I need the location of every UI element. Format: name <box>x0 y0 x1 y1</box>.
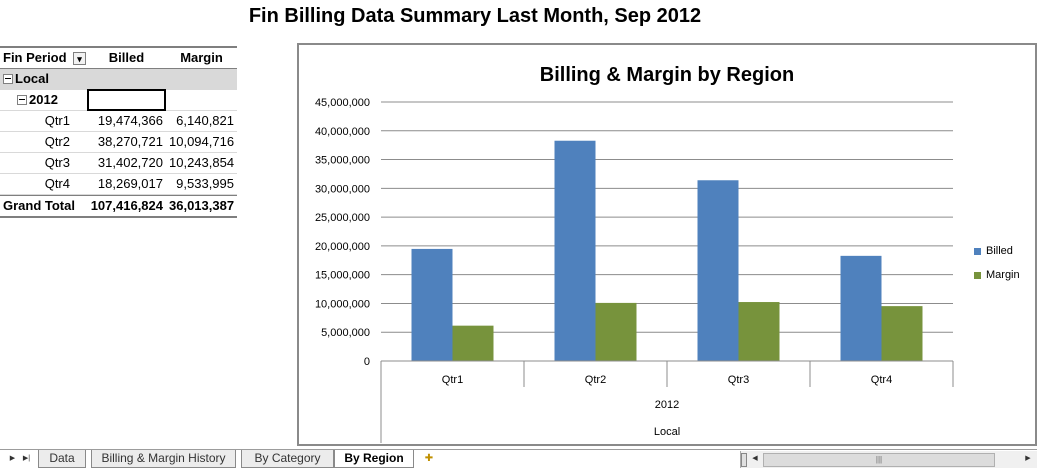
next-sheet-icon[interactable]: ▶ <box>9 455 16 462</box>
bar-margin-qtr3[interactable] <box>738 302 780 361</box>
x-tick-label: Qtr3 <box>728 374 749 386</box>
collapse-icon[interactable] <box>3 73 13 84</box>
y-tick-label: 35,000,000 <box>315 155 370 167</box>
sort-filter-icon[interactable]: ▾ <box>73 51 86 65</box>
tab-by-category[interactable]: By Category <box>241 450 334 468</box>
pivot-header-row: Fin Period ▾ Billed Margin <box>0 46 237 69</box>
billed-value[interactable]: 19,474,366 <box>97 113 163 128</box>
margin-header: Margin <box>180 50 223 65</box>
bar-margin-qtr4[interactable] <box>881 306 923 361</box>
tab-by-region[interactable]: By Region <box>334 450 414 468</box>
quarter-label[interactable]: Qtr3 <box>44 155 70 170</box>
grand-total-billed[interactable]: 107,416,824 <box>90 198 163 213</box>
scroll-right-icon[interactable]: ▶ <box>1025 455 1031 462</box>
year-margin-cell[interactable] <box>166 90 237 110</box>
tab-split-handle[interactable] <box>741 453 747 467</box>
bar-billed-qtr2[interactable] <box>554 140 596 361</box>
y-tick-label: 10,000,000 <box>315 298 370 310</box>
gridlines <box>381 101 953 333</box>
tab-billing-margin-history[interactable]: Billing & Margin History <box>91 450 236 468</box>
bar-margin-qtr2[interactable] <box>595 302 637 361</box>
chart-title: Billing & Margin by Region <box>540 64 794 86</box>
quarter-label[interactable]: Qtr4 <box>44 176 70 191</box>
scroll-thumb[interactable]: ||| <box>763 453 995 467</box>
y-axis-ticks: 0 5,000,000 10,000,000 15,000,000 20,000,000… <box>315 97 370 368</box>
margin-value[interactable]: 10,243,854 <box>169 155 235 170</box>
billed-header: Billed <box>108 50 145 65</box>
pivot-table: Fin Period ▾ Billed Margin Local 2012 Qt… <box>0 46 237 218</box>
margin-value[interactable]: 6,140,821 <box>176 113 234 128</box>
year-row: 2012 <box>0 89 237 111</box>
billed-value[interactable]: 38,270,721 <box>97 134 163 149</box>
legend-item-margin: Margin <box>974 269 1020 281</box>
bars <box>411 140 923 361</box>
fin-period-label: Fin Period <box>3 50 67 65</box>
billed-value[interactable]: 18,269,017 <box>97 176 163 191</box>
grand-total-label[interactable]: Grand Total <box>3 198 75 213</box>
scroll-left-icon[interactable]: ◀ <box>752 455 758 462</box>
table-row: Qtr2 38,270,721 10,094,716 <box>0 132 237 153</box>
fin-period-header[interactable]: Fin Period ▾ <box>0 48 87 68</box>
region-margin-cell[interactable] <box>166 69 237 89</box>
y-tick-label: 5,000,000 <box>321 327 370 339</box>
grand-total-margin[interactable]: 36,013,387 <box>169 198 235 213</box>
quarter-label[interactable]: Qtr1 <box>44 113 70 128</box>
table-row: Qtr3 31,402,720 10,243,854 <box>0 153 237 174</box>
bar-billed-qtr1[interactable] <box>411 248 453 361</box>
chart-area[interactable]: Billing & Margin by Region 0 5,000,000 10,… <box>297 43 1037 446</box>
region-row: Local <box>0 69 237 90</box>
x-group-label-year: 2012 <box>655 399 679 411</box>
region-cell[interactable]: Local <box>0 69 87 89</box>
legend-swatch-billed <box>974 247 981 255</box>
table-row: Qtr4 18,269,017 9,533,995 <box>0 174 237 195</box>
legend-label-margin: Margin <box>986 269 1020 281</box>
legend-item-billed: Billed <box>974 245 1020 257</box>
y-tick-label: 15,000,000 <box>315 270 370 282</box>
x-tick-label: Qtr2 <box>585 374 606 386</box>
bar-billed-qtr3[interactable] <box>697 180 739 361</box>
chart-legend[interactable]: Billed Margin <box>974 245 1020 293</box>
sheet-tab-bar: ▶ ▶| Data Billing & Margin History By Ca… <box>0 449 1037 470</box>
bar-chart[interactable]: Billing & Margin by Region 0 5,000,000 10,… <box>299 45 1035 444</box>
x-tick-label: Qtr4 <box>871 374 892 386</box>
y-tick-label: 20,000,000 <box>315 241 370 253</box>
bar-margin-qtr1[interactable] <box>452 325 494 361</box>
year-cell[interactable]: 2012 <box>0 90 87 110</box>
y-tick-label: 25,000,000 <box>315 212 370 224</box>
x-group-label-region: Local <box>654 426 680 438</box>
x-axis: Qtr1 Qtr2 Qtr3 Qtr4 2012 Local <box>380 360 954 443</box>
last-sheet-icon[interactable]: ▶| <box>22 455 31 462</box>
collapse-icon[interactable] <box>17 94 27 105</box>
bar-billed-qtr4[interactable] <box>840 255 882 361</box>
grand-total-row: Grand Total 107,416,824 36,013,387 <box>0 195 237 218</box>
margin-value[interactable]: 9,533,995 <box>176 176 234 191</box>
billed-value[interactable]: 31,402,720 <box>97 155 163 170</box>
quarter-label[interactable]: Qtr2 <box>44 134 70 149</box>
y-tick-label: 0 <box>364 356 370 368</box>
selected-cell[interactable] <box>87 89 166 111</box>
x-tick-label: Qtr1 <box>442 374 463 386</box>
y-tick-label: 45,000,000 <box>315 97 370 109</box>
insert-sheet-icon[interactable]: ✚ <box>424 453 434 464</box>
year-label: 2012 <box>29 92 58 107</box>
region-label: Local <box>15 71 49 86</box>
y-tick-label: 30,000,000 <box>315 183 370 195</box>
margin-value[interactable]: 10,094,716 <box>169 134 235 149</box>
legend-label-billed: Billed <box>986 245 1013 257</box>
table-row: Qtr1 19,474,366 6,140,821 <box>0 111 237 132</box>
y-tick-label: 40,000,000 <box>315 126 370 138</box>
report-title: Fin Billing Data Summary Last Month, Sep… <box>248 5 702 27</box>
legend-swatch-margin <box>974 271 981 279</box>
region-billed-cell[interactable] <box>87 69 166 89</box>
tab-data[interactable]: Data <box>38 450 86 468</box>
horizontal-scrollbar[interactable]: ◀ ||| ▶ <box>740 451 1037 468</box>
